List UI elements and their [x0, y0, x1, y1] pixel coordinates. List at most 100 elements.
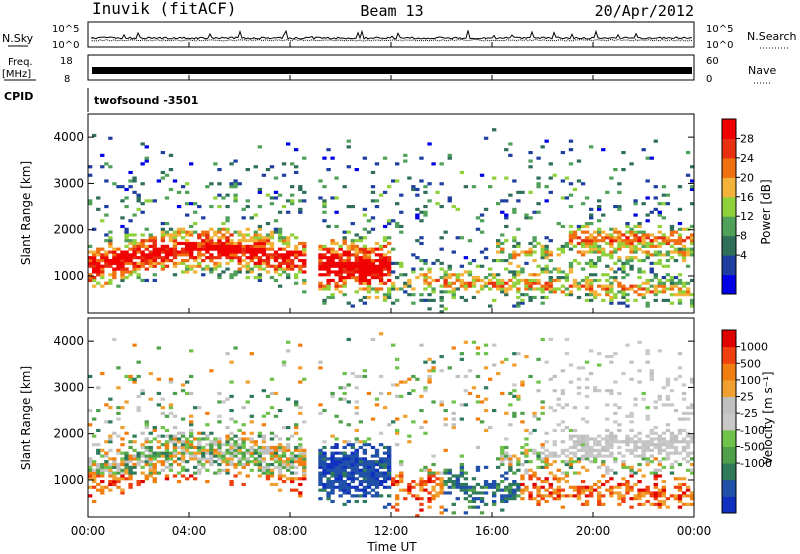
heatmap-cell: [209, 239, 214, 243]
heatmap-cell: [665, 423, 671, 427]
heatmap-cell: [568, 290, 574, 294]
heatmap-cell: [564, 293, 570, 297]
heatmap-cell: [568, 233, 574, 237]
heatmap-cell: [358, 482, 364, 487]
heatmap-cell: [435, 494, 440, 498]
heatmap-cell: [609, 454, 614, 458]
heatmap-cell: [423, 185, 428, 189]
heatmap-cell: [221, 241, 226, 246]
heatmap-cell: [88, 261, 93, 265]
heatmap-cell: [160, 451, 166, 455]
heatmap-cell: [463, 511, 469, 515]
heatmap-cell: [544, 440, 549, 444]
heatmap-cell: [528, 494, 533, 498]
heatmap-cell: [88, 494, 93, 498]
heatmap-cell: [281, 270, 287, 274]
heatmap-cell: [589, 290, 594, 294]
heatmap-cell: [346, 244, 351, 248]
heatmap-cell: [257, 250, 263, 254]
heatmap-cell: [536, 156, 541, 160]
heatmap-cell: [350, 465, 355, 469]
colorbar-segment: [722, 274, 736, 295]
heatmap-cell: [649, 443, 654, 447]
heatmap-cell: [560, 391, 566, 396]
heatmap-cell: [362, 264, 368, 268]
heatmap-cell: [346, 488, 351, 492]
heatmap-cell: [657, 244, 662, 248]
heatmap-cell: [294, 236, 299, 240]
heatmap-cell: [358, 250, 364, 254]
heatmap-cell: [176, 205, 182, 209]
heatmap-cell: [597, 434, 602, 438]
heatmap-cell: [358, 259, 364, 263]
heatmap-cell: [423, 261, 428, 265]
heatmap-cell: [366, 250, 372, 254]
heatmap-cell: [213, 471, 218, 475]
heatmap-cell: [229, 482, 234, 487]
heatmap-cell: [180, 261, 186, 265]
heatmap-cell: [172, 273, 178, 277]
heatmap-cell: [189, 162, 194, 166]
heatmap-cell: [504, 281, 509, 285]
heatmap-cell: [168, 403, 174, 407]
heatmap-cell: [253, 460, 258, 464]
heatmap-cell: [245, 270, 250, 274]
heatmap-cell: [516, 270, 521, 274]
heatmap-cell: [496, 372, 501, 376]
heatmap-cell: [589, 287, 594, 291]
heatmap-cell: [104, 253, 109, 257]
heatmap-cell: [140, 241, 145, 246]
heatmap-cell: [225, 227, 230, 231]
heatmap-cell: [318, 259, 323, 263]
heatmap-cell: [677, 374, 683, 379]
heatmap-cell: [508, 403, 513, 407]
heatmap-cell: [399, 264, 404, 268]
heatmap-cell: [544, 244, 549, 248]
heatmap-cell: [358, 278, 364, 283]
heatmap-cell: [629, 505, 634, 509]
heatmap-cell: [625, 448, 630, 452]
heatmap-cell: [516, 241, 521, 246]
heatmap-cell: [382, 298, 388, 302]
heatmap-cell: [128, 219, 133, 223]
heatmap-cell: [362, 451, 368, 455]
heatmap-cell: [669, 244, 675, 248]
heatmap-cell: [225, 193, 230, 197]
heatmap-cell: [467, 239, 473, 243]
heatmap-cell: [112, 457, 117, 461]
heatmap-cell: [512, 480, 517, 484]
heatmap-cell: [92, 485, 97, 489]
heatmap-cell: [378, 465, 384, 469]
heatmap-cell: [249, 451, 254, 455]
heatmap-cell: [657, 278, 662, 283]
heatmap-cell: [633, 202, 638, 206]
heatmap-cell: [374, 241, 380, 246]
heatmap-cell: [443, 284, 448, 288]
heatmap-cell: [649, 244, 654, 248]
heatmap-cell: [346, 460, 351, 464]
heatmap-cell: [625, 244, 630, 248]
colorbar-tick-label: 20: [740, 171, 754, 184]
freq-label: Freq.: [8, 57, 33, 68]
heatmap-cell: [479, 173, 485, 177]
heatmap-cell: [209, 247, 214, 251]
heatmap-cell: [516, 460, 521, 464]
heatmap-cell: [318, 261, 323, 265]
heatmap-cell: [690, 457, 694, 461]
heatmap-cell: [447, 264, 452, 268]
heatmap-cell: [673, 409, 679, 413]
heatmap-cell: [241, 482, 246, 487]
heatmap-cell: [621, 239, 626, 243]
heatmap-cell: [605, 273, 610, 277]
heatmap-cell: [685, 411, 691, 415]
heatmap-cell: [459, 485, 465, 489]
heatmap-cell: [665, 287, 671, 291]
heatmap-cell: [617, 281, 622, 285]
heatmap-cell: [597, 497, 602, 501]
heatmap-cell: [673, 448, 679, 452]
heatmap-cell: [229, 253, 234, 257]
heatmap-cell: [382, 293, 388, 297]
heatmap-cell: [233, 182, 238, 186]
heatmap-cell: [180, 460, 186, 464]
heatmap-cell: [104, 440, 109, 444]
